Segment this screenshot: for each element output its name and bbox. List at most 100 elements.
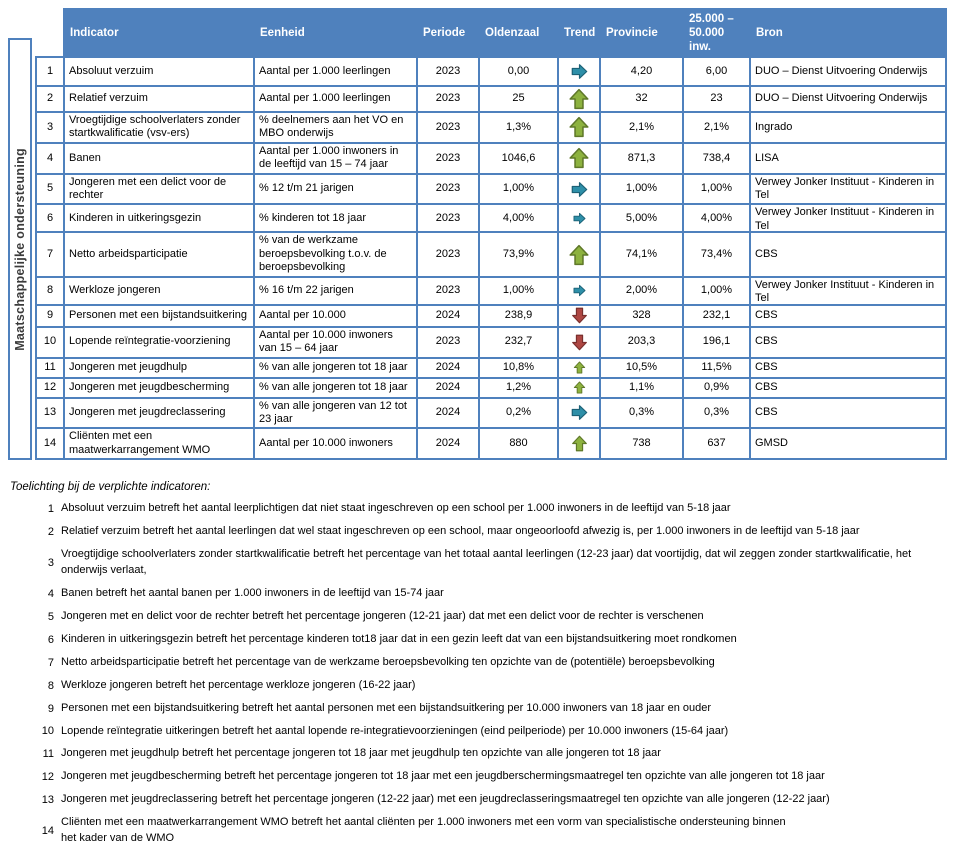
- col-header-bron: Bron: [749, 7, 947, 59]
- table-row: 10 Lopende reïntegratie-voorziening Aant…: [35, 325, 947, 359]
- oldenzaal-value: 1,00%: [502, 284, 535, 296]
- footnote-item: 13 Jongeren met jeugdreclassering betref…: [36, 792, 947, 808]
- footnote-text: Jongeren met jeugdreclassering betreft h…: [61, 793, 830, 806]
- indicator-name: Kinderen in uitkeringsgezin: [69, 211, 202, 224]
- table-row: 1 Absoluut verzuim Aantal per 1.000 leer…: [35, 56, 947, 88]
- trend-up-arrow-icon: [573, 381, 586, 394]
- eenheid-value: % 16 t/m 22 jarigen: [259, 284, 354, 296]
- footnote-number: 1: [47, 503, 54, 516]
- row-number: 1: [46, 64, 54, 77]
- eenheid-value: Aantal per 1.000 leerlingen: [259, 64, 391, 77]
- inw-25-50-value: 4,00%: [700, 211, 733, 224]
- footnote-item: 6 Kinderen in uitkeringsgezin betreft he…: [36, 632, 947, 648]
- footnote-item: 14 Cliënten met een maatwerkarrangement …: [36, 815, 947, 847]
- col-header-indicator: Indicator: [63, 7, 255, 59]
- provincie-value: 5,00%: [625, 211, 658, 224]
- table-row: 4 Banen Aantal per 1.000 inwoners in de …: [35, 141, 947, 175]
- row-number: 13: [43, 406, 57, 419]
- footnote-number: 14: [41, 825, 54, 838]
- footnote-number: 6: [47, 633, 54, 646]
- bron-value: Verwey Jonker Instituut - Kinderen in Te…: [755, 278, 935, 303]
- category-label: Maatschappelijke ondersteuning: [13, 147, 27, 351]
- footnote-number: 7: [47, 656, 54, 669]
- footnote-item: 10 Lopende reïntegratie uitkeringen betr…: [36, 724, 947, 740]
- periode-value: 2023: [435, 92, 461, 105]
- indicator-name: Jongeren met jeugdreclassering: [69, 406, 226, 419]
- table-row: 14 Cliënten met een maatwerkarrangement …: [35, 427, 947, 461]
- footnote-item: 11 Jongeren met jeugdhulp betreft het pe…: [36, 746, 947, 762]
- table-row: 9 Personen met een bijstandsuitkering Aa…: [35, 303, 947, 328]
- provincie-value: 1,1%: [628, 380, 655, 393]
- periode-value: 2023: [435, 182, 461, 195]
- table-row: 13 Jongeren met jeugdreclassering % van …: [35, 396, 947, 430]
- inw-25-50-value: 11,5%: [701, 360, 732, 373]
- footnote-item: 3 Vroegtijdige schoolverlaters zonder st…: [36, 547, 947, 579]
- inw-25-50-value: 0,3%: [703, 406, 730, 419]
- indicator-name: Jongeren met jeugdbescherming: [69, 380, 230, 393]
- table-row: 3 Vroegtijdige schoolverlaters zonder st…: [35, 111, 947, 144]
- header-row: Indicator Eenheid Periode Oldenzaal Tren…: [36, 7, 947, 59]
- footnote-item: 8 Werkloze jongeren betreft het percenta…: [36, 678, 947, 694]
- trend-right-arrow-icon: [571, 181, 588, 198]
- eenheid-value: Aantal per 1.000 inwoners in de leeftijd…: [259, 144, 399, 171]
- footnotes-title: Toelichting bij de verplichte indicatore…: [10, 481, 211, 494]
- table-row: 5 Jongeren met een delict voor de rechte…: [35, 172, 947, 206]
- footnote-text: Werkloze jongeren betreft het percentage…: [61, 678, 416, 691]
- periode-value: 2024: [435, 437, 461, 450]
- inw-25-50-value: 738,4: [702, 151, 731, 164]
- eenheid-value: % van alle jongeren van 12 tot 23 jaar: [259, 399, 407, 425]
- oldenzaal-value: 880: [509, 437, 528, 450]
- bron-value: CBS: [755, 406, 778, 419]
- indicator-name: Banen: [69, 151, 101, 164]
- row-number: 12: [43, 380, 57, 393]
- inw-25-50-value: 23: [710, 92, 723, 105]
- footnote-text: Jongeren met jeugdhulp betreft het perce…: [61, 747, 661, 760]
- periode-value: 2023: [435, 151, 461, 164]
- row-number: 3: [46, 120, 54, 133]
- col-header-eenheid: Eenheid: [253, 7, 418, 59]
- periode-value: 2023: [435, 64, 461, 77]
- bron-value: Verwey Jonker Instituut - Kinderen in Te…: [755, 206, 935, 231]
- footnote-item: 12 Jongeren met jeugdbescherming betreft…: [36, 769, 947, 785]
- indicator-name: Werkloze jongeren: [69, 284, 161, 296]
- trend-up-arrow-icon: [568, 88, 590, 110]
- col-header-periode: Periode: [416, 7, 480, 59]
- trend-right-arrow-icon: [571, 63, 588, 80]
- footnote-text: Banen betreft het aantal banen per 1.000…: [61, 586, 444, 599]
- table-row: 8 Werkloze jongeren % 16 t/m 22 jarigen …: [35, 275, 947, 306]
- oldenzaal-value: 73,9%: [502, 247, 535, 260]
- provincie-value: 871,3: [627, 151, 656, 164]
- footnote-number: 9: [47, 702, 54, 715]
- eenheid-value: % van alle jongeren tot 18 jaar: [259, 360, 408, 373]
- indicator-name: Vroegtijdige schoolverlaters zonder star…: [69, 114, 241, 140]
- periode-value: 2024: [435, 380, 461, 393]
- provincie-value: 328: [632, 309, 651, 321]
- col-header-25000-50000-inw: 25.000 – 50.000 inw.: [682, 7, 751, 59]
- oldenzaal-value: 10,8%: [502, 360, 535, 373]
- periode-value: 2024: [435, 309, 461, 321]
- trend-up-arrow-icon: [568, 116, 590, 138]
- footnote-text: Jongeren met en delict voor de rechter b…: [61, 609, 704, 622]
- trend-down-arrow-icon: [571, 334, 588, 351]
- eenheid-value: % deelnemers aan het VO en MBO onderwijs: [259, 114, 404, 140]
- row-number: 14: [43, 437, 57, 450]
- trend-up-arrow-icon: [571, 435, 588, 452]
- category-sidebar: Maatschappelijke ondersteuning: [8, 38, 32, 461]
- footnote-text: Personen met een bijstandsuitkering betr…: [61, 701, 712, 714]
- footnote-number: 5: [47, 610, 54, 623]
- row-number: 11: [44, 360, 56, 373]
- oldenzaal-value: 0,2%: [505, 406, 532, 419]
- eenheid-value: Aantal per 10.000 inwoners van 15 – 64 j…: [259, 328, 393, 355]
- bron-value: Verwey Jonker Instituut - Kinderen in Te…: [755, 175, 935, 202]
- table-row: 12 Jongeren met jeugdbescherming % van a…: [35, 376, 947, 399]
- inw-25-50-value: 1,00%: [700, 182, 733, 195]
- table-row: 11 Jongeren met jeugdhulp % van alle jon…: [35, 356, 947, 379]
- eenheid-value: Aantal per 10.000: [259, 309, 346, 321]
- footnote-number: 8: [47, 679, 54, 692]
- row-number: 2: [46, 92, 54, 105]
- provincie-value: 32: [635, 92, 648, 105]
- indicator-name: Netto arbeidsparticipatie: [69, 247, 188, 260]
- footnote-number: 2: [47, 526, 54, 539]
- trend-right-arrow-icon: [573, 212, 586, 225]
- row-number: 9: [46, 309, 54, 321]
